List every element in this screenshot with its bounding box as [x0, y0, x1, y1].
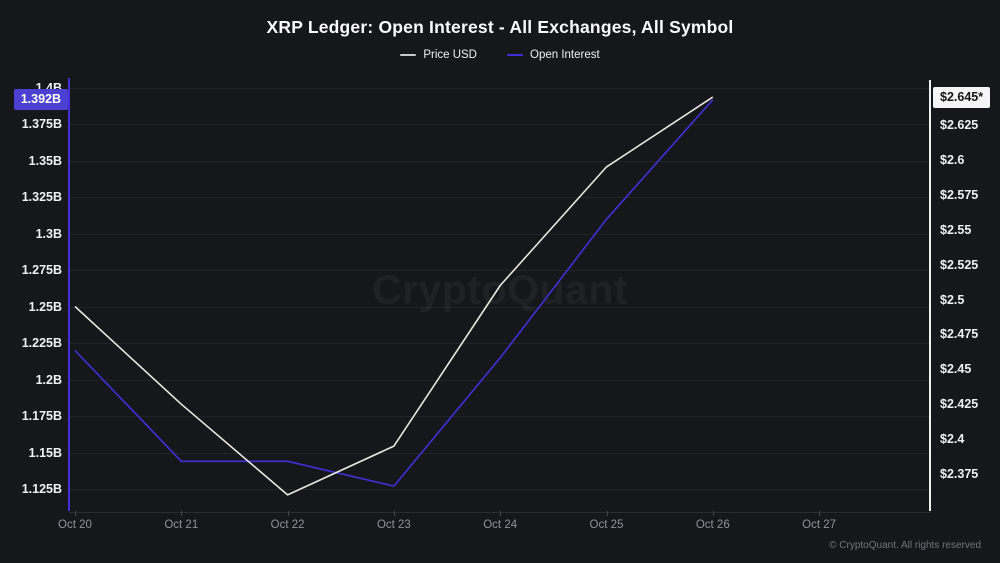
open-interest-line-swatch: [507, 54, 523, 56]
left-axis-tick-label: 1.175B: [21, 409, 62, 424]
x-axis-tick-mark: [393, 511, 395, 516]
legend-item-open-interest[interactable]: Open Interest: [507, 49, 600, 61]
right-axis-tick-label: $2.475: [940, 327, 979, 342]
gridline: [69, 160, 931, 162]
x-axis-tick-mark: [500, 511, 502, 516]
open-interest-line: [74, 99, 714, 487]
gridline: [69, 489, 931, 490]
gridline: [69, 197, 931, 199]
right-axis-tick-label: $2.625: [940, 118, 979, 132]
x-axis-tick-label: Oct 24: [483, 519, 518, 531]
right-axis-line: [928, 80, 931, 511]
x-axis-tick-mark: [819, 511, 821, 516]
left-axis-tick-label: 1.15B: [28, 445, 62, 460]
open-interest-current-badge: 1.392B: [13, 89, 68, 111]
gridline: [69, 343, 931, 345]
series-layer: [74, 96, 714, 496]
left-axis-tick-label: 1.3B: [35, 226, 62, 241]
right-axis-tick-label: $2.425: [940, 397, 979, 412]
gridline: [69, 416, 931, 418]
x-axis-tick-mark: [606, 511, 608, 516]
price-usd-current-badge: $2.645*: [933, 86, 991, 108]
x-axis-tick-label: Oct 20: [58, 519, 92, 531]
watermark: CryptoQuant: [371, 266, 629, 313]
gridline: [69, 452, 931, 454]
gridline: [69, 379, 931, 381]
gridline: [69, 270, 931, 272]
gridline: [69, 124, 931, 126]
price-usd-line-swatch: [400, 54, 417, 56]
left-axis-tick-label: 1.325B: [21, 190, 62, 205]
left-axis-tick-label: 1.2B: [35, 372, 62, 387]
gridline: [69, 233, 931, 235]
x-axis-tick-label: Oct 27: [802, 519, 837, 531]
legend-label-price-usd: Price USD: [423, 49, 477, 61]
x-axis-tick-mark: [181, 511, 183, 516]
x-axis-tick-label: Oct 23: [376, 519, 411, 531]
chart-title: XRP Ledger: Open Interest - All Exchange…: [266, 17, 734, 37]
x-axis-line: [69, 512, 931, 513]
plot-area[interactable]: CryptoQuant: [68, 78, 931, 513]
left-axis-tick-label: 1.25B: [28, 299, 62, 314]
left-axis-tick-label: 1.375B: [21, 117, 62, 132]
gridline: [69, 88, 931, 89]
copyright-footer: © CryptoQuant. All rights reserved: [829, 540, 981, 551]
right-axis-tick-label: $2.55: [940, 222, 972, 237]
left-axis-tick-label: 1.225B: [21, 336, 62, 351]
legend: Price USD Open Interest: [0, 49, 1000, 61]
legend-item-price-usd[interactable]: Price USD: [400, 49, 477, 61]
right-axis-tick-label: $2.4: [940, 432, 965, 447]
right-axis-tick-label: $2.575: [940, 187, 979, 202]
x-axis-tick-mark: [712, 511, 714, 516]
right-axis-tick-label: $2.525: [940, 257, 979, 272]
x-axis-tick-mark: [287, 511, 289, 516]
price-usd-line: [74, 96, 714, 496]
x-axis-tick-label: Oct 22: [270, 519, 305, 531]
left-axis-line: [68, 78, 70, 511]
right-axis-tick-label: $2.375: [940, 467, 979, 481]
left-axis-tick-label: 1.35B: [28, 153, 62, 168]
left-axis-tick-label: 1.275B: [21, 263, 62, 278]
right-axis-tick-label: $2.6: [940, 152, 965, 167]
legend-label-open-interest: Open Interest: [530, 49, 600, 61]
x-axis-tick-label: Oct 25: [589, 519, 624, 531]
x-axis-tick-label: Oct 26: [695, 519, 730, 531]
x-axis-tick-mark: [75, 511, 76, 516]
gridline: [69, 306, 931, 308]
x-axis-tick-label: Oct 21: [164, 519, 199, 531]
right-axis-tick-label: $2.45: [940, 362, 972, 377]
right-axis-tick-label: $2.5: [940, 292, 965, 307]
left-axis-tick-label: 1.125B: [21, 482, 62, 496]
